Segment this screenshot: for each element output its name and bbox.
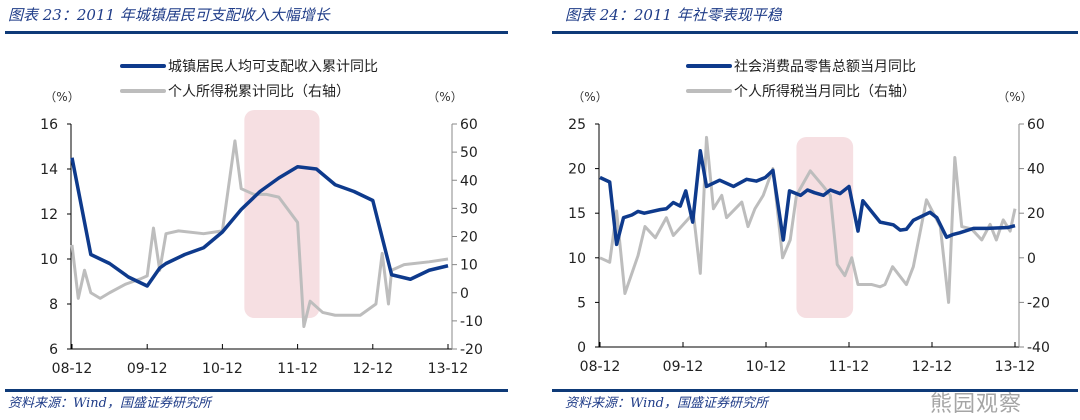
chart1-right-tick-label: 60	[460, 117, 478, 133]
chart2-right-tick-label: 40	[1027, 162, 1045, 178]
chart2-x-tick-label: 12-12	[912, 359, 953, 375]
chart2-legend-label: 个人所得税当月同比（右轴）	[734, 83, 916, 100]
chart1-title: 图表 23：2011 年城镇居民可支配收入大幅增长	[8, 6, 330, 24]
chart2-left-tick-label: 10	[568, 251, 586, 267]
chart1-left-tick-label: 8	[49, 297, 58, 313]
chart2-x-tick-label: 13-12	[995, 359, 1036, 375]
chart2-left-tick-label: 0	[577, 340, 586, 356]
chart1-right-tick-label: -10	[460, 314, 483, 330]
chart1-legend-label: 城镇居民人均可支配收入累计同比	[168, 59, 378, 75]
chart1-x-tick-label: 13-12	[428, 361, 469, 377]
chart2-x-tick-label: 09-12	[663, 359, 704, 375]
chart1-series-line-tax	[70, 139, 449, 328]
chart1-right-tick-label: 50	[460, 145, 478, 161]
chart1-series-line-main	[70, 157, 449, 288]
chart2-left-tick-label: 25	[568, 117, 586, 133]
chart2-right-tick-label: 60	[1027, 117, 1045, 133]
chart1-legend-label: 个人所得税累计同比（右轴）	[168, 83, 350, 100]
chart1-left-tick-label: 6	[49, 342, 58, 358]
chart1-right-tick-label: 20	[460, 230, 478, 246]
chart1-highlight-band	[244, 110, 320, 318]
chart2-left-tick-label: 20	[568, 162, 586, 178]
chart1-right-tick-label: 40	[460, 173, 478, 189]
chart1-right-tick-label: 10	[460, 258, 478, 274]
chart2-legend-label: 社会消费品零售总额当月同比	[734, 59, 916, 75]
chart1-x-tick-label: 12-12	[352, 361, 393, 377]
chart1-bottom-rule	[5, 389, 508, 392]
watermark: 熊园观察	[930, 392, 1023, 417]
chart1-right-tick-label: -20	[460, 342, 483, 358]
chart2-left-axis-unit: （%）	[572, 90, 607, 104]
chart1-x-tick-label: 11-12	[277, 361, 318, 377]
chart2-x-tick-label: 10-12	[746, 359, 787, 375]
chart1-right-tick-label: 30	[460, 201, 478, 217]
chart1-left-tick-label: 10	[40, 252, 58, 268]
chart2-highlight-band	[796, 137, 854, 318]
chart2-title: 图表 24：2011 年社零表现平稳	[565, 6, 782, 24]
chart2-series-line-main	[599, 149, 1016, 247]
chart1-title-rule	[5, 31, 508, 34]
chart2-x-tick-label: 08-12	[580, 359, 621, 375]
chart2-right-axis-unit: （%）	[997, 90, 1032, 104]
chart1-source: 资料来源：Wind，国盛证券研究所	[8, 396, 211, 411]
chart1-right-axis-unit: （%）	[427, 90, 462, 104]
chart2-bottom-rule	[552, 389, 1078, 392]
chart1-x-tick-label: 09-12	[127, 361, 168, 377]
chart2-right-tick-label: -40	[1027, 340, 1050, 356]
chart2-left-tick-label: 15	[568, 206, 586, 222]
chart2-title-rule	[552, 31, 1078, 34]
chart2-source: 资料来源：Wind，国盛证券研究所	[565, 396, 768, 411]
chart1-left-axis-unit: （%）	[44, 90, 79, 104]
chart1-left-tick-label: 14	[40, 162, 58, 178]
chart1-x-tick-label: 08-12	[52, 361, 93, 377]
chart2-left-tick-label: 5	[577, 295, 586, 311]
chart1-left-tick-label: 12	[40, 207, 58, 223]
chart2-x-tick-label: 11-12	[829, 359, 870, 375]
chart2-right-tick-label: -20	[1027, 295, 1050, 311]
chart2-series-line-tax	[599, 135, 1017, 304]
chart2-right-tick-label: 20	[1027, 206, 1045, 222]
chart1-x-tick-label: 10-12	[202, 361, 243, 377]
chart1-left-tick-label: 16	[40, 117, 58, 133]
chart2-right-tick-label: 0	[1027, 251, 1036, 267]
chart1-right-tick-label: 0	[460, 286, 469, 302]
